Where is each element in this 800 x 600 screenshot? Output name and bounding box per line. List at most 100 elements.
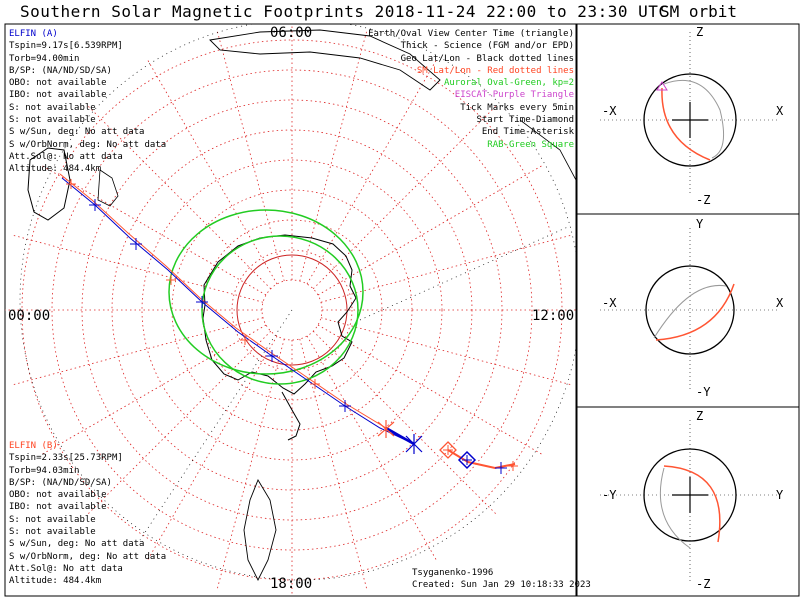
sm-longitude-line [317,164,544,296]
legend-item: Geo Lat/Lon - Black dotted lines [400,53,574,64]
clock-label-bottom: 18:00 [270,576,313,592]
africa-outline [209,29,441,91]
sm-longitude-grid [5,24,576,596]
info-line: Att.Sol@: No att data [9,563,123,574]
clock-label-top: 06:00 [270,25,313,41]
sm-longitude-line [317,324,544,456]
info-line: S w/Sun, deg: No att data [9,127,145,138]
clock-label-right: 12:00 [532,308,575,324]
legend-item: SM Lat/Lon - Red dotted lines [416,65,574,76]
sm-longitude-line [306,58,438,285]
legend-item: Start Time-Diamond [476,115,574,126]
info-line: S w/OrbNorm, deg: No att data [9,139,167,150]
model-credit: Tsyganenko-1996 [412,568,494,578]
info-line: Torb=94.03min [9,465,80,476]
info-line: Tspin=2.33s[25.73RPM] [9,453,123,464]
orbit2-left-label: -X [602,296,617,310]
info-line: S: not available [9,102,96,113]
info-line: B/SP: (NA/ND/SD/SA) [9,65,112,76]
geo-grid [19,24,576,581]
legend-item: EISCAT-Purple Triangle [454,90,574,101]
sm-longitude-line [312,104,498,290]
orbit1-right-label: X [776,104,784,118]
info-line: B/SP: (NA/ND/SD/SA) [9,477,112,488]
peninsula-outline [281,391,301,441]
elfin-a-ticks [89,199,507,474]
orbit3-bottom-label: -Z [696,577,711,591]
sm-longitude-line [86,330,272,516]
info-line: IBO: not available [9,502,107,513]
elfin-b-start-diamond [439,441,457,459]
elfin-a-end-asterisk [405,434,423,454]
elfin-a-start-diamond [457,450,477,470]
south-america-outline [243,478,277,582]
sm-longitude-line [299,338,368,591]
sm-longitude-line [86,104,272,290]
orbit-panel-xz [600,32,780,196]
sm-longitude-line [146,335,278,562]
orbit1-bottom-label: -Z [696,193,711,207]
sm-longitude-line [146,58,278,285]
coastline-east [519,119,576,181]
orbit-panel-yz [600,420,780,582]
sm-longitude-line [11,234,264,303]
created-timestamp: Created: Sun Jan 29 10:18:33 2023 [412,580,591,590]
info-line: OBO: not available [9,78,107,89]
elfin-b-science-segment [447,449,516,470]
info-line: S: not available [9,527,96,538]
sm-longitude-line [320,317,573,386]
info-line: S: not available [9,514,96,525]
clock-label-left: 00:00 [8,308,51,324]
orbit2-right-label: X [776,296,784,310]
legend-item: Thick - Science (FGM and/or EPD) [400,41,574,52]
figure-title: Southern Solar Magnetic Footprints 2018-… [20,2,669,21]
elfin-b-info: ELFIN (B) Tspin=2.33s[25.73RPM] Torb=94.… [9,440,166,588]
sm-longitude-line [320,234,573,303]
info-line: OBO: not available [9,490,107,501]
sm-longitude-line [299,29,368,282]
sm-longitude-line [216,29,285,282]
orbit-title: SM orbit [660,2,738,21]
info-line: Altitude: 484.4km [9,164,102,175]
info-line: Torb=94.00min [9,53,80,64]
orbit-panel-xz-frame [576,23,800,215]
elfin-a-info: ELFIN (A) Tspin=9.17s[6.539RPM] Torb=94.… [9,28,166,176]
elfin-b-end-asterisk [377,420,395,438]
legend-item: End Time-Asterisk [481,127,574,138]
info-line: Att.Sol@: No att data [9,151,123,162]
sm-longitude-line [312,330,498,516]
orbit-panel-yz-frame [576,406,800,597]
orbit-panel-xy [600,228,780,392]
orbit3-right-label: Y [776,488,784,502]
sm-longitude-line [306,335,438,562]
orbit2-bottom-label: -Y [696,385,711,399]
sm-longitude-line [216,338,285,591]
orbit1-top-label: Z [696,25,704,39]
info-line: S w/Sun, deg: No att data [9,539,145,550]
legend-item: Auroral Oval-Green, kp=2 [443,78,574,89]
elfin-b-track [59,173,387,429]
new-zealand-outline [97,169,119,207]
sm-longitude-line [11,317,264,386]
info-line: Altitude: 484.4km [9,576,102,587]
sm-inner-circle [236,254,348,366]
australia-outline [27,147,71,221]
info-line: S w/OrbNorm, deg: No att data [9,551,167,562]
orbit3-top-label: Z [696,409,704,423]
orbit1-left-label: -X [602,104,617,118]
auroral-oval-inner [201,235,359,385]
sm-longitude-line [40,324,267,456]
elfin-a-track [61,177,415,445]
auroral-oval-outer [168,209,364,375]
antarctica-outline [202,234,357,395]
legend-item: Tick Marks every 5min [460,102,574,113]
orbit2-top-label: Y [696,217,704,231]
orbit-panel-xy-frame [576,213,800,408]
info-line: IBO: not available [9,90,107,101]
legend-item: Earth/Oval View Center Time (triangle) [368,29,574,39]
elfin-b-name: ELFIN (B) [9,441,58,451]
elfin-a-science-segment [385,426,415,446]
sm-longitude-line [40,164,267,296]
